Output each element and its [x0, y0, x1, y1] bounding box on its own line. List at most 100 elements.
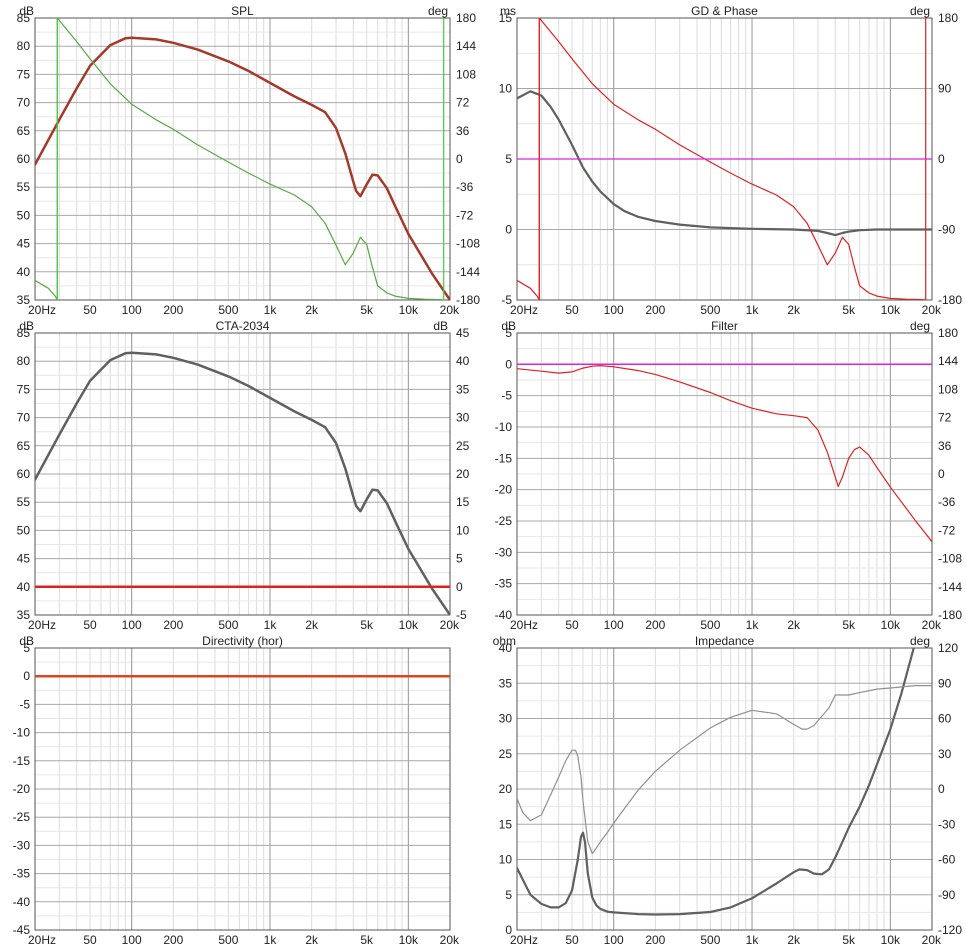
y-tick-label-left: 10 — [499, 82, 513, 96]
y-unit-right: deg — [910, 319, 930, 333]
y-tick-label-right: 10 — [456, 523, 470, 537]
panel-cta-2034: CTA-2034 dB dB 35 40 45 50 55 60 65 70 75 80 85 -5 0 5 10… — [17, 319, 470, 632]
y-tick-label-left: -5 — [501, 389, 512, 403]
x-tick-label: 20Hz — [28, 303, 56, 317]
y-tick-label-left: 85 — [17, 326, 31, 340]
y-tick-label-right: 60 — [938, 712, 952, 726]
x-tick-label: 20k — [440, 303, 460, 317]
y-tick-label-left: 80 — [17, 354, 31, 368]
x-tick-label: 200 — [163, 933, 183, 947]
y-tick-label-right: 120 — [938, 641, 958, 655]
x-tick-label: 5k — [842, 933, 856, 947]
y-tick-label-right: 0 — [456, 152, 463, 166]
y-tick-label-left: -10 — [13, 726, 31, 740]
x-tick-label: 10k — [881, 618, 901, 632]
series-line-impedance-0 — [517, 648, 915, 916]
y-tick-label-right: 108 — [456, 67, 476, 81]
x-tick-label: 5k — [360, 303, 374, 317]
x-tick-label: 200 — [645, 618, 665, 632]
y-tick-label-left: -30 — [13, 838, 31, 852]
y-tick-label-left: 55 — [17, 180, 31, 194]
y-tick-label-right: 0 — [938, 467, 945, 481]
x-tick-label: 5k — [360, 933, 374, 947]
panel-filter: Filter dB deg -40 -35 -30 -25 -20 -15 -10 -5 0 5 -180… — [495, 319, 963, 632]
y-tick-label-right: 35 — [456, 382, 470, 396]
y-tick-label-left: 60 — [17, 467, 31, 481]
y-tick-label-right: 180 — [938, 326, 958, 340]
y-tick-label-left: 65 — [17, 124, 31, 138]
y-unit-left: dB — [19, 4, 34, 18]
y-tick-label-left: 25 — [499, 747, 513, 761]
x-tick-label: 20k — [440, 933, 460, 947]
y-tick-label-left: -30 — [495, 545, 513, 559]
y-tick-label-right: 90 — [938, 82, 952, 96]
y-tick-label-left: 0 — [505, 923, 512, 937]
y-tick-label-left: 40 — [17, 265, 31, 279]
y-tick-label-left: 80 — [17, 39, 31, 53]
x-tick-label: 2k — [787, 618, 801, 632]
y-tick-label-right: 180 — [456, 11, 476, 25]
y-tick-label-right: 30 — [456, 411, 470, 425]
y-tick-label-right: -180 — [938, 293, 962, 307]
y-tick-label-right: -36 — [456, 180, 474, 194]
x-tick-label: 20Hz — [510, 933, 538, 947]
y-tick-label-right: 30 — [938, 747, 952, 761]
y-tick-label-left: 75 — [17, 382, 31, 396]
y-tick-label-right: -108 — [456, 237, 480, 251]
x-tick-label: 2k — [305, 933, 319, 947]
x-tick-label: 500 — [700, 933, 720, 947]
x-tick-label: 200 — [645, 933, 665, 947]
y-tick-label-left: -20 — [495, 483, 513, 497]
x-tick-label: 500 — [218, 618, 238, 632]
x-tick-label: 1k — [264, 618, 278, 632]
y-unit-right: deg — [428, 4, 448, 18]
series-line-gd-phase-0 — [517, 90, 932, 237]
y-tick-label-right: 180 — [938, 11, 958, 25]
x-tick-label: 50 — [83, 303, 97, 317]
plot-frame — [516, 332, 933, 616]
x-tick-label: 10k — [399, 303, 419, 317]
x-tick-label: 1k — [264, 303, 278, 317]
x-tick-label: 20k — [922, 618, 942, 632]
x-tick-label: 2k — [305, 618, 319, 632]
y-tick-label-right: 20 — [456, 467, 470, 481]
x-tick-label: 2k — [787, 933, 801, 947]
x-tick-label: 1k — [264, 933, 278, 947]
x-tick-label: 100 — [604, 933, 624, 947]
y-tick-label-right: -144 — [456, 265, 480, 279]
x-tick-label: 50 — [83, 933, 97, 947]
chart-title: Directivity (hor) — [202, 634, 283, 648]
x-tick-label: 200 — [645, 303, 665, 317]
series-line-filter-1 — [517, 365, 932, 543]
y-tick-label-right: -90 — [938, 888, 956, 902]
y-unit-right: deg — [910, 634, 930, 648]
y-tick-label-right: -36 — [938, 495, 956, 509]
y-tick-label-right: -72 — [938, 523, 956, 537]
x-tick-label: 50 — [565, 933, 579, 947]
y-tick-label-left: -25 — [495, 514, 513, 528]
y-tick-label-left: -35 — [495, 577, 513, 591]
x-tick-label: 1k — [746, 933, 760, 947]
y-tick-label-left: 5 — [505, 326, 512, 340]
y-tick-label-left: 70 — [17, 96, 31, 110]
y-tick-label-right: 0 — [938, 152, 945, 166]
y-tick-label-right: -30 — [938, 817, 956, 831]
y-tick-label-left: 20 — [499, 782, 513, 796]
x-tick-label: 500 — [218, 933, 238, 947]
x-tick-label: 100 — [604, 618, 624, 632]
y-unit-right: dB — [433, 319, 448, 333]
y-tick-label-left: -15 — [495, 451, 513, 465]
y-tick-label-right: 144 — [456, 39, 476, 53]
x-tick-label: 20Hz — [28, 933, 56, 947]
x-tick-label: 50 — [565, 618, 579, 632]
y-tick-label-left: -45 — [13, 923, 31, 937]
y-tick-label-right: 5 — [456, 552, 463, 566]
y-tick-label-right: 0 — [938, 782, 945, 796]
y-tick-label-left: -40 — [495, 608, 513, 622]
x-tick-label: 1k — [746, 303, 760, 317]
x-tick-label: 100 — [122, 618, 142, 632]
x-tick-label: 1k — [746, 618, 760, 632]
y-unit-left: dB — [501, 319, 516, 333]
